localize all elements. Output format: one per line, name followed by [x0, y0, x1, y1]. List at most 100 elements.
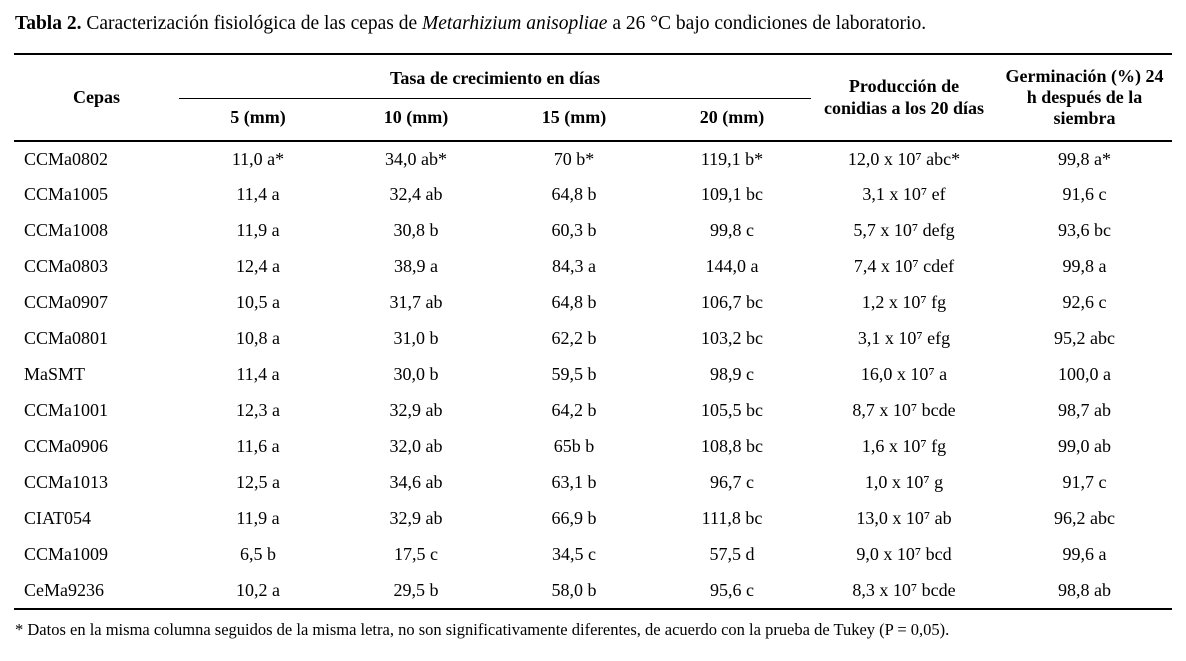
caption-species-name: Metarhizium anisopliae: [422, 13, 608, 34]
header-row-1: Cepas Tasa de crecimiento en días Produc…: [14, 54, 1172, 142]
strain-name-cell: CCMa0803: [24, 256, 109, 277]
value-cell: 59,5 b: [551, 364, 597, 385]
value-cell: 95,6 c: [710, 579, 754, 600]
value-cell: 92,6 c: [1062, 292, 1107, 313]
page: Tabla 2. Caracterización fisiológica de …: [14, 13, 1172, 639]
strain-name-cell: CCMa1001: [24, 400, 109, 421]
value-cell: 11,9 a: [236, 508, 280, 529]
value-cell: 5,7 x 10⁷ defg: [853, 220, 955, 241]
value-cell: 31,0 b: [393, 328, 439, 349]
value-cell: 62,2 b: [551, 328, 597, 349]
value-cell: 10,2 a: [236, 579, 280, 600]
value-cell: 99,8 c: [710, 220, 754, 241]
table-row: CCMa0803 12,4 a 38,9 a 84,3 a 144,0 a 7,4 x 1…: [14, 249, 1172, 285]
table-row: CeMa9236 10,2 a 29,5 b 58,0 b 95,6 c 8,3 x 10…: [14, 573, 1172, 609]
column-header-10mm: 10 (mm): [337, 98, 495, 142]
value-cell: 111,8 bc: [701, 508, 763, 529]
table-body: CCMa0802 11,0 a* 34,0 ab* 70 b* 119,1 b* 12,0…: [14, 141, 1172, 609]
table-row: CCMa1009 6,5 b 17,5 c 34,5 c 57,5 d 9,0 x 10⁷…: [14, 537, 1172, 573]
value-cell: 99,6 a: [1062, 544, 1107, 565]
strain-name-cell: CCMa0906: [24, 436, 109, 457]
value-cell: 98,8 ab: [1058, 579, 1111, 600]
value-cell: 7,4 x 10⁷ cdef: [853, 256, 955, 277]
strain-name-cell: CCMa1009: [24, 544, 109, 565]
value-cell: 95,2 abc: [1054, 328, 1115, 349]
table-footnote: * Datos en la misma columna seguidos de …: [15, 619, 950, 639]
value-cell: 98,7 ab: [1058, 400, 1111, 421]
table-row: CCMa1001 12,3 a 32,9 ab 64,2 b 105,5 bc 8,7 x…: [14, 393, 1172, 429]
value-cell: 105,5 bc: [701, 400, 763, 421]
value-cell: 1,2 x 10⁷ fg: [861, 292, 947, 313]
table-row: CCMa0801 10,8 a 31,0 b 62,2 b 103,2 bc 3,1 x …: [14, 321, 1172, 357]
value-cell: 8,3 x 10⁷ bcde: [852, 579, 956, 600]
value-cell: 8,7 x 10⁷ bcde: [852, 400, 956, 421]
value-cell: 96,2 abc: [1054, 508, 1115, 529]
header-row-2: 5 (mm) 10 (mm) 15 (mm) 20 (mm): [14, 98, 1172, 142]
value-cell: 12,0 x 10⁷ abc*: [847, 148, 961, 169]
value-cell: 16,0 x 10⁷ a: [860, 364, 948, 385]
column-header-20mm: 20 (mm): [653, 98, 811, 142]
value-cell: 30,8 b: [393, 220, 439, 241]
table-row: CCMa1013 12,5 a 34,6 ab 63,1 b 96,7 c 1,0 x 1…: [14, 465, 1172, 501]
table-row: CCMa0802 11,0 a* 34,0 ab* 70 b* 119,1 b* 12,0…: [14, 141, 1172, 177]
value-cell: 32,9 ab: [389, 400, 443, 421]
value-cell: 34,5 c: [552, 544, 596, 565]
value-cell: 1,0 x 10⁷ g: [864, 472, 944, 493]
caption-text-before: Caracterización fisiológica de las cepas…: [81, 13, 423, 34]
table-row: CCMa0907 10,5 a 31,7 ab 64,8 b 106,7 bc 1,2 x…: [14, 285, 1172, 321]
value-cell: 91,6 c: [1062, 184, 1107, 205]
value-cell: 144,0 a: [705, 256, 759, 277]
value-cell: 66,9 b: [551, 508, 597, 529]
value-cell: 10,8 a: [236, 328, 280, 349]
value-cell: 11,4 a: [236, 364, 280, 385]
column-header-germination: Germinación (%) 24 h después de la siemb…: [997, 54, 1172, 142]
value-cell: 11,9 a: [236, 220, 280, 241]
value-cell: 11,4 a: [236, 184, 280, 205]
value-cell: 10,5 a: [236, 292, 280, 313]
value-cell: 11,6 a: [236, 436, 280, 457]
value-cell: 32,0 ab: [389, 436, 443, 457]
strain-name-cell: CIAT054: [24, 508, 91, 529]
value-cell: 64,8 b: [551, 184, 597, 205]
value-cell: 93,6 bc: [1058, 220, 1111, 241]
value-cell: 91,7 c: [1062, 472, 1107, 493]
value-cell: 60,3 b: [551, 220, 597, 241]
value-cell: 99,8 a: [1062, 256, 1107, 277]
value-cell: 34,6 ab: [389, 472, 443, 493]
strain-name-cell: CCMa0802: [24, 148, 109, 169]
value-cell: 32,9 ab: [389, 508, 443, 529]
value-cell: 64,8 b: [551, 292, 597, 313]
value-cell: 3,1 x 10⁷ ef: [862, 184, 946, 205]
value-cell: 12,5 a: [236, 472, 280, 493]
value-cell: 65b b: [553, 436, 595, 457]
value-cell: 58,0 b: [551, 579, 597, 600]
value-cell: 3,1 x 10⁷ efg: [857, 328, 951, 349]
value-cell: 6,5 b: [240, 544, 276, 565]
value-cell: 99,8 a*: [1058, 148, 1111, 169]
value-cell: 98,9 c: [710, 364, 754, 385]
strain-name-cell: CCMa1005: [24, 184, 109, 205]
table-row: CIAT054 11,9 a 32,9 ab 66,9 b 111,8 bc 13,0 x…: [14, 501, 1172, 537]
table-header: Cepas Tasa de crecimiento en días Produc…: [14, 54, 1172, 142]
characterization-table: Cepas Tasa de crecimiento en días Produc…: [14, 53, 1172, 610]
value-cell: 109,1 bc: [701, 184, 763, 205]
value-cell: 29,5 b: [393, 579, 439, 600]
value-cell: 106,7 bc: [701, 292, 763, 313]
value-cell: 9,0 x 10⁷ bcd: [856, 544, 952, 565]
value-cell: 108,8 bc: [701, 436, 763, 457]
column-group-growth-rate: Tasa de crecimiento en días: [179, 54, 811, 99]
column-header-conidia-production: Producción de conidias a los 20 días: [811, 54, 997, 142]
value-cell: 99,0 ab: [1058, 436, 1111, 457]
value-cell: 31,7 ab: [389, 292, 443, 313]
strain-name-cell: CCMa0801: [24, 328, 109, 349]
value-cell: 32,4 ab: [389, 184, 443, 205]
caption-label: Tabla 2.: [15, 13, 82, 34]
value-cell: 84,3 a: [552, 256, 596, 277]
value-cell: 70 b*: [553, 148, 595, 169]
table-row: MaSMT 11,4 a 30,0 b 59,5 b 98,9 c 16,0 x 10⁷ …: [14, 357, 1172, 393]
value-cell: 96,7 c: [710, 472, 754, 493]
value-cell: 119,1 b*: [700, 148, 764, 169]
value-cell: 17,5 c: [394, 544, 438, 565]
strain-name-cell: CeMa9236: [24, 579, 104, 600]
value-cell: 12,4 a: [236, 256, 280, 277]
